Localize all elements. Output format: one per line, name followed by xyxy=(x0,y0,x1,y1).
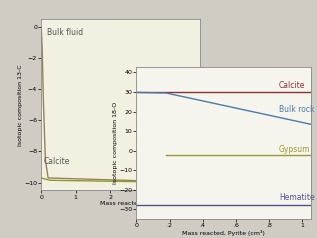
X-axis label: Mass reacted, Pyrite (cm³): Mass reacted, Pyrite (cm³) xyxy=(182,229,265,236)
Text: Bulk fluid: Bulk fluid xyxy=(48,28,84,37)
Y-axis label: Isotopic composition 13-C: Isotopic composition 13-C xyxy=(18,64,23,145)
Text: Gypsum: Gypsum xyxy=(279,145,311,154)
X-axis label: Mass reacted: Mass reacted xyxy=(100,201,141,206)
Text: Calcite: Calcite xyxy=(44,157,70,166)
Text: Hematite: Hematite xyxy=(279,193,315,202)
Text: Bulk rock: Bulk rock xyxy=(279,104,314,114)
Text: Calcite: Calcite xyxy=(279,81,306,90)
Y-axis label: Isotopic composition 18-O: Isotopic composition 18-O xyxy=(113,102,118,184)
